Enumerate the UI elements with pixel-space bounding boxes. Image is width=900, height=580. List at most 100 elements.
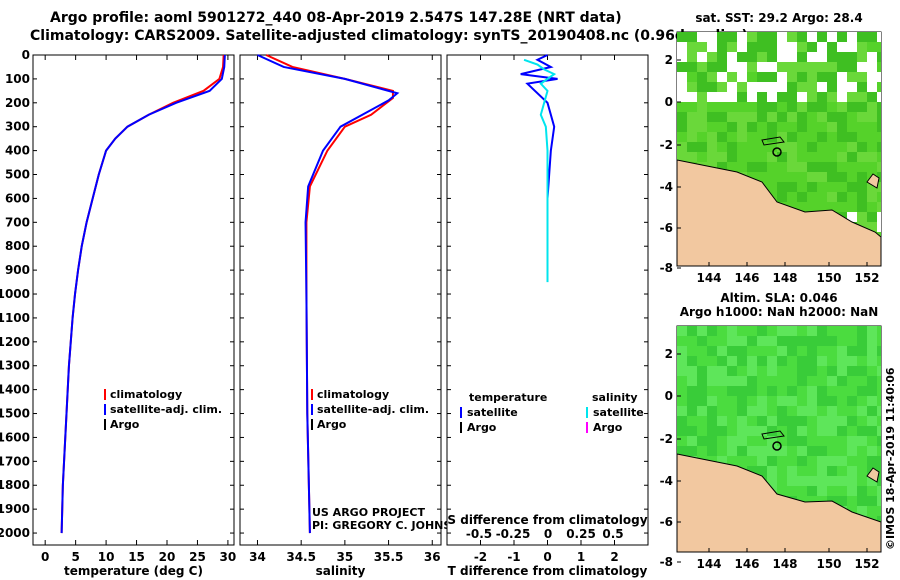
sst_map-pixel bbox=[747, 162, 757, 172]
sst_map-pixel bbox=[827, 72, 837, 82]
sst_map-pixel bbox=[717, 42, 727, 52]
sla_map-pixel bbox=[737, 456, 747, 466]
sst_map-pixel bbox=[827, 52, 837, 62]
sst_map-pixel bbox=[787, 122, 797, 132]
depth-tick-label: 400 bbox=[5, 144, 30, 158]
sst_map-pixel bbox=[837, 132, 847, 142]
sst_map-pixel bbox=[817, 42, 827, 52]
sla_map-pixel bbox=[867, 326, 877, 336]
sla_map-pixel bbox=[777, 466, 787, 476]
sla_map-pixel bbox=[827, 406, 837, 416]
sst_map-pixel bbox=[757, 162, 767, 172]
sla_map-pixel bbox=[747, 326, 757, 336]
sst_map-pixel bbox=[847, 52, 857, 62]
sst_map-pixel bbox=[747, 62, 757, 72]
sst_map-pixel bbox=[777, 192, 787, 202]
diff-legend-salinity-title: salinity bbox=[592, 391, 638, 404]
sla_map-pixel bbox=[767, 336, 777, 346]
sla_map-pixel bbox=[857, 476, 867, 486]
sla_map-pixel bbox=[707, 386, 717, 396]
salinity-panel: 34 34.5 35 35.5 36 salinity climatology satelli… bbox=[239, 54, 470, 578]
sst_map-pixel bbox=[777, 142, 787, 152]
sla_map-pixel bbox=[737, 406, 747, 416]
sla_map-pixel bbox=[727, 346, 737, 356]
diff-legend-label: Argo bbox=[593, 421, 623, 434]
sst_map-pixel bbox=[777, 182, 787, 192]
sst_map-pixel bbox=[847, 112, 857, 122]
sla_map-pixel bbox=[847, 466, 857, 476]
sst_map-pixel bbox=[837, 62, 847, 72]
sst_map-pixel bbox=[877, 212, 881, 222]
sla_map-pixel bbox=[817, 356, 827, 366]
sla_map-pixel bbox=[737, 376, 747, 386]
sst_map-pixel bbox=[767, 172, 777, 182]
diff-top-tick-label: 0.5 bbox=[602, 527, 623, 541]
sla_map-pixel bbox=[697, 366, 707, 376]
sla_map-pixel bbox=[717, 386, 727, 396]
sst_map-pixel bbox=[807, 202, 817, 212]
sla_map-pixel bbox=[757, 346, 767, 356]
sst_map-pixel bbox=[717, 122, 727, 132]
sla_map-pixel bbox=[827, 416, 837, 426]
sst_map-pixel bbox=[837, 52, 847, 62]
temperature-frame bbox=[32, 54, 235, 546]
sst_map-pixel bbox=[707, 112, 717, 122]
sst_map-pixel bbox=[787, 182, 797, 192]
sla_map-pixel bbox=[747, 346, 757, 356]
sst_map-pixel bbox=[707, 122, 717, 132]
sst_map-xtick-label: 146 bbox=[734, 271, 759, 285]
sla_map-pixel bbox=[867, 336, 877, 346]
sst_map-pixel bbox=[757, 142, 767, 152]
sla_map-pixel bbox=[777, 326, 787, 336]
sst_map-pixel bbox=[727, 42, 737, 52]
sla_map-pixel bbox=[677, 396, 687, 406]
sst_map-pixel bbox=[817, 52, 827, 62]
sla_map-pixel bbox=[827, 426, 837, 436]
sst_map-pixel bbox=[737, 32, 747, 42]
sst_map-pixel bbox=[857, 82, 867, 92]
sst_map-pixel bbox=[827, 142, 837, 152]
difference-series-salinity-satellite bbox=[523, 58, 557, 283]
depth-tick-label: 300 bbox=[5, 120, 30, 134]
sla_map-pixel bbox=[757, 416, 767, 426]
sla_map-pixel bbox=[767, 426, 777, 436]
sst_map-pixel bbox=[697, 132, 707, 142]
sla_map-pixel bbox=[727, 446, 737, 456]
sst_map-pixel bbox=[777, 172, 787, 182]
salinity-legend-label: satellite-adj. clim. bbox=[317, 403, 429, 416]
sla_map-ytick-label: 2 bbox=[665, 347, 673, 361]
sst_map-pixel bbox=[797, 162, 807, 172]
sla_map-pixel bbox=[847, 426, 857, 436]
sst_map-pixel bbox=[877, 32, 881, 42]
sst_map-pixel bbox=[797, 62, 807, 72]
sla_map-pixel bbox=[787, 486, 797, 496]
temperature-legend-label: satellite-adj. clim. bbox=[110, 403, 222, 416]
sst_map-pixel bbox=[857, 172, 867, 182]
depth-tick-label: 900 bbox=[5, 263, 30, 277]
sst_map-pixel bbox=[757, 62, 767, 72]
sst_map-pixel bbox=[867, 42, 877, 52]
sst_map-pixel bbox=[777, 72, 787, 82]
credit-project: US ARGO PROJECT bbox=[312, 506, 425, 519]
sst_map-pixel bbox=[737, 92, 747, 102]
salinity-frame bbox=[239, 54, 442, 546]
sla_map-pixel bbox=[807, 476, 817, 486]
difference-xlabel: T difference from climatology bbox=[448, 564, 648, 578]
sst_map-pixel bbox=[727, 122, 737, 132]
temperature-panel: 0100200300400500600700800900100011001200… bbox=[0, 48, 236, 578]
sla_map-pixel bbox=[827, 326, 837, 336]
sst_map-pixel bbox=[807, 182, 817, 192]
sla_map-pixel bbox=[797, 426, 807, 436]
diff-top-tick-label: 0.25 bbox=[566, 527, 596, 541]
sst_map-pixel bbox=[677, 122, 687, 132]
sla_map-pixel bbox=[837, 396, 847, 406]
sla_map-pixel bbox=[867, 436, 877, 446]
sla_map-pixel bbox=[817, 446, 827, 456]
sla_map-pixel bbox=[847, 386, 857, 396]
sst_map-pixel bbox=[867, 102, 877, 112]
sst_map-pixel bbox=[777, 92, 787, 102]
sst_map-pixel bbox=[777, 112, 787, 122]
sst_map-ytick-label: -4 bbox=[660, 180, 673, 194]
difference-panel: -2 -1 0 1 2T difference from climatology temp… bbox=[446, 54, 649, 578]
sst_map-pixel bbox=[767, 32, 777, 42]
